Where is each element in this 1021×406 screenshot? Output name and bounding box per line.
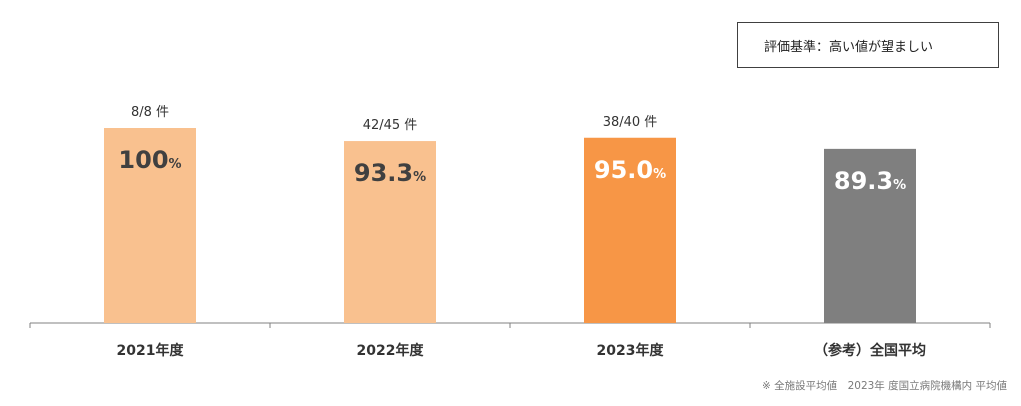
evaluation-criteria-label: 評価基準：高い値が望ましい [764, 39, 934, 55]
data-label-value: 95.0 [594, 156, 653, 184]
count-label: 8/8 件 [131, 105, 169, 120]
data-label-unit: % [653, 167, 666, 182]
evaluation-criteria-box: 評価基準：高い値が望ましい [737, 22, 999, 68]
bar [584, 137, 676, 323]
data-label-unit: % [169, 157, 182, 172]
data-label: 100% [118, 146, 181, 174]
x-tick-label: （参考）全国平均 [814, 342, 926, 359]
x-tick-label: 2022年度 [357, 342, 425, 359]
data-label: 95.0% [594, 156, 666, 184]
data-label-value: 93.3 [354, 159, 413, 187]
x-tick-label: 2021年度 [117, 342, 185, 359]
bar [104, 128, 196, 323]
data-label-unit: % [413, 170, 426, 185]
count-label: 42/45 件 [363, 118, 418, 133]
data-label-unit: % [893, 178, 906, 193]
bar [824, 148, 916, 323]
footnote: ※ 全施設平均値 2023年 度国立病院機構内 平均値 [761, 380, 1007, 392]
data-label-value: 89.3 [834, 167, 893, 195]
data-label: 93.3% [354, 159, 426, 187]
data-label: 89.3% [834, 167, 906, 195]
count-label: 38/40 件 [603, 115, 658, 130]
bar [344, 141, 436, 323]
x-tick-label: 2023年度 [597, 342, 665, 359]
data-label-value: 100 [118, 146, 168, 174]
